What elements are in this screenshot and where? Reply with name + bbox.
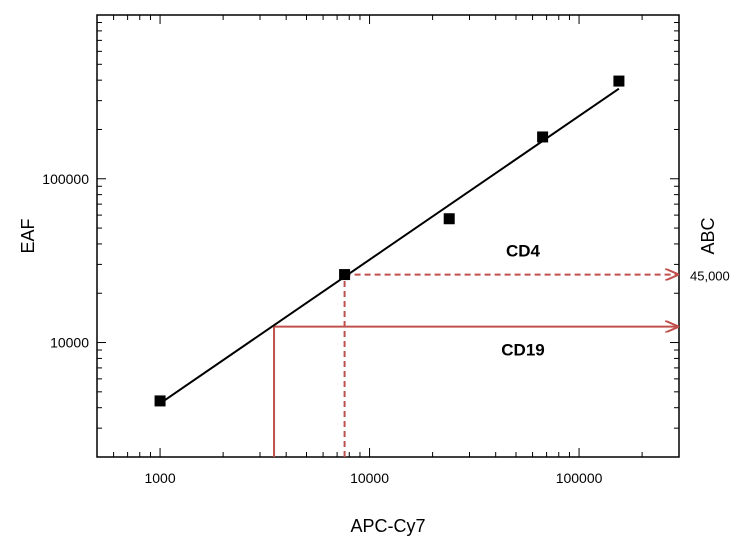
data-point (339, 269, 351, 281)
x-tick-label: 1000 (144, 470, 175, 486)
annotation-cd4: CD4 (506, 242, 541, 261)
data-point (154, 395, 166, 407)
data-point (613, 75, 625, 87)
annotation-cd19: CD19 (501, 341, 544, 360)
data-point (443, 213, 455, 225)
y2-axis-title: ABC (698, 217, 718, 254)
data-point (537, 131, 549, 143)
annotation-value-cd4: 45,000 (690, 269, 730, 284)
axis-ticks (97, 15, 679, 457)
tick-labels: 1000 10000 100000 10000 100000 (42, 171, 602, 486)
guide-lines (273, 275, 678, 457)
y-tick-label: 100000 (42, 171, 89, 187)
x-tick-label: 100000 (556, 470, 603, 486)
plot-frame (96, 14, 680, 458)
y-tick-label: 10000 (50, 335, 89, 351)
x-axis-title: APC-Cy7 (350, 516, 425, 536)
data-points (154, 75, 625, 407)
y-axis-title: EAF (18, 218, 38, 253)
x-tick-label: 10000 (350, 470, 389, 486)
annotations: CD4 45,000 CD19 (501, 242, 730, 360)
fit-line (159, 87, 620, 405)
